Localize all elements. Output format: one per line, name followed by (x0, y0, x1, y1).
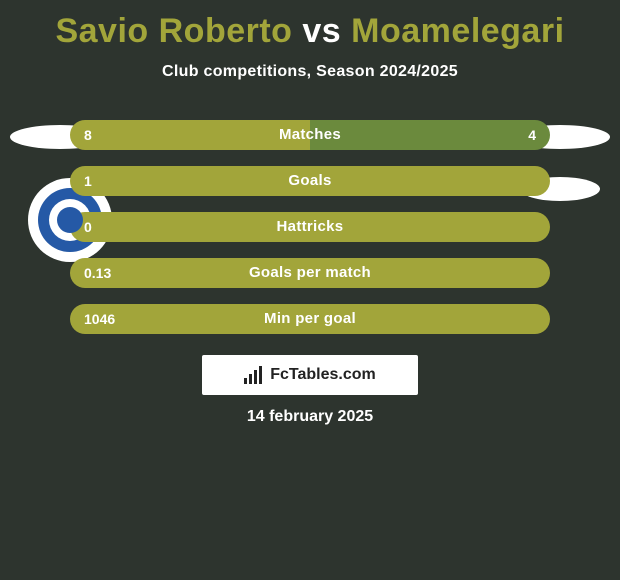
stat-label: Goals per match (70, 258, 550, 288)
stat-value-left: 0 (84, 212, 92, 242)
stat-pill: Hattricks0 (70, 212, 550, 242)
stat-pill: Goals1 (70, 166, 550, 196)
stat-row: Matches8 4 (70, 120, 550, 150)
stat-label: Hattricks (70, 212, 550, 242)
stat-row: Min per goal1046 (70, 304, 550, 334)
stats-rows: Matches8 4 Goals1 Hattricks0 Goals per match… (0, 120, 620, 350)
stat-value-left: 1046 (84, 304, 115, 334)
stat-pill: Min per goal1046 (70, 304, 550, 334)
date-text: 14 february 2025 (0, 408, 620, 426)
stat-pill: Matches8 4 (70, 120, 550, 150)
stat-value-left: 8 (84, 120, 92, 150)
stat-label: Matches (70, 120, 550, 150)
stat-label: Min per goal (70, 304, 550, 334)
stat-value-left: 0.13 (84, 258, 111, 288)
stat-value-right: 4 (528, 120, 536, 150)
title-player2: Moamelegari (351, 12, 564, 50)
stat-pill: Goals per match0.13 (70, 258, 550, 288)
stat-row: Hattricks0 (70, 212, 550, 242)
title-vs: vs (292, 12, 351, 50)
bar-chart-icon (244, 366, 262, 384)
brand-box: FcTables.com (202, 355, 418, 395)
brand-text: FcTables.com (270, 366, 376, 384)
page-title: Savio Roberto vs Moamelegari (0, 0, 620, 51)
stat-row: Goals per match0.13 (70, 258, 550, 288)
title-player1: Savio Roberto (55, 12, 292, 50)
subtitle: Club competitions, Season 2024/2025 (0, 63, 620, 81)
stat-value-left: 1 (84, 166, 92, 196)
stat-row: Goals1 (70, 166, 550, 196)
stat-label: Goals (70, 166, 550, 196)
